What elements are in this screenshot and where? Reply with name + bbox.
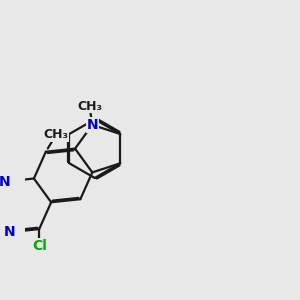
Text: N: N <box>86 118 98 132</box>
Text: CH₃: CH₃ <box>44 128 68 141</box>
Text: Cl: Cl <box>32 239 47 253</box>
Text: CH₃: CH₃ <box>77 100 102 112</box>
Text: N: N <box>4 225 16 239</box>
Text: N: N <box>0 175 11 189</box>
